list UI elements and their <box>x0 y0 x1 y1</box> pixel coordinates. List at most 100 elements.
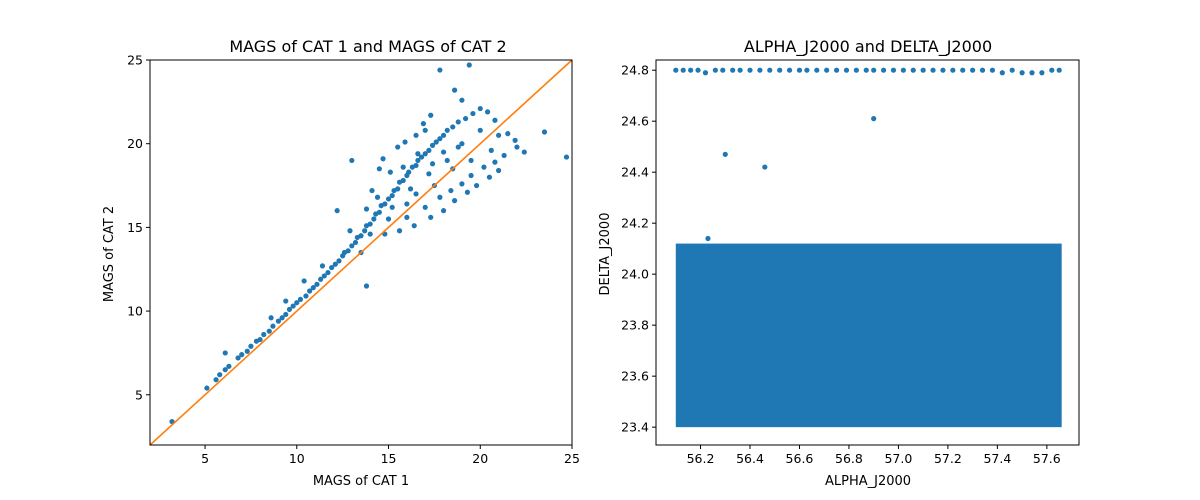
x-tick-label: 20 <box>472 451 488 466</box>
data-point <box>712 67 718 73</box>
data-point <box>345 248 351 254</box>
data-point <box>226 363 232 369</box>
dense-field-band <box>675 243 1062 428</box>
data-point <box>871 116 877 122</box>
chart-coordinates-x-label: ALPHA_J2000 <box>825 474 911 489</box>
y-tick-label: 24.0 <box>621 267 649 282</box>
chart-coordinates-y-ticks: 23.4 23.6 23.8 24.0 24.2 24.4 24.6 24.8 <box>621 63 656 435</box>
data-point <box>407 186 414 192</box>
data-point <box>1039 70 1045 76</box>
data-point <box>319 263 326 269</box>
data-point <box>488 147 494 153</box>
data-point <box>940 67 946 73</box>
data-point <box>400 177 406 184</box>
data-point <box>268 315 274 321</box>
data-point <box>468 157 474 164</box>
data-point <box>222 367 228 373</box>
y-tick-label: 24.2 <box>621 216 649 231</box>
data-point <box>217 372 223 378</box>
data-point <box>286 306 293 313</box>
data-point <box>466 62 472 68</box>
data-point <box>747 67 753 73</box>
data-point <box>204 385 210 391</box>
data-point <box>413 191 419 197</box>
data-point <box>367 231 373 237</box>
y-tick-label: 23.4 <box>621 420 649 435</box>
data-point <box>400 164 406 170</box>
x-tick-label: 57.4 <box>983 451 1011 466</box>
data-point <box>374 194 381 200</box>
data-point <box>470 110 476 117</box>
data-point <box>950 67 956 73</box>
data-point <box>468 172 474 179</box>
chart-coordinates-y-label: DELTA_J2000 <box>598 213 613 296</box>
y-tick-label: 23.8 <box>621 318 649 333</box>
data-point <box>332 261 338 267</box>
data-point <box>367 221 373 227</box>
data-point <box>363 283 370 289</box>
data-point <box>362 228 368 234</box>
data-point <box>440 208 447 214</box>
data-point <box>429 142 436 148</box>
data-point <box>363 206 370 212</box>
data-point <box>777 67 783 73</box>
data-point <box>521 149 527 155</box>
x-tick-label: 56.4 <box>736 451 764 466</box>
data-point <box>321 273 327 279</box>
chart-coordinates: ALPHA_J2000 and DELTA_J2000 56.2 56.4 56.6… <box>598 37 1080 489</box>
data-point <box>920 67 926 73</box>
data-point <box>334 208 340 214</box>
data-point <box>496 132 502 138</box>
data-point <box>244 348 250 354</box>
data-point <box>880 67 887 73</box>
data-point <box>910 67 916 73</box>
data-point <box>382 201 388 207</box>
chart-mags-y-ticks: 5 10 15 20 25 <box>127 53 150 402</box>
data-point <box>960 67 966 73</box>
chart-mags-title: MAGS of CAT 1 and MAGS of CAT 2 <box>229 37 506 56</box>
data-point <box>437 136 443 142</box>
data-point <box>514 144 520 150</box>
data-point <box>890 67 897 73</box>
chart-coordinates-axes-frame <box>655 59 1080 446</box>
data-point <box>422 151 428 157</box>
data-point <box>863 67 869 73</box>
data-point <box>900 67 906 73</box>
data-point <box>376 166 382 172</box>
data-point <box>303 293 309 299</box>
x-tick-label: 57.2 <box>934 451 962 466</box>
data-point <box>440 149 447 155</box>
data-point <box>336 258 342 264</box>
data-point <box>294 300 300 306</box>
data-point <box>235 355 241 361</box>
data-point <box>358 233 364 239</box>
data-point <box>248 343 254 349</box>
data-point <box>420 121 426 127</box>
data-point <box>1049 67 1055 73</box>
data-point <box>297 296 304 302</box>
y-tick-label: 10 <box>127 304 143 319</box>
data-point <box>492 117 498 123</box>
data-point <box>473 182 480 189</box>
chart-mags-y-label: MAGS of CAT 2 <box>102 206 117 302</box>
y-tick-label: 5 <box>135 387 143 402</box>
data-point <box>496 167 502 174</box>
chart-mags-reference-line <box>149 59 573 446</box>
data-point <box>459 181 465 187</box>
data-point <box>314 281 320 287</box>
data-point <box>455 119 461 125</box>
data-point <box>349 243 355 249</box>
data-point <box>266 328 272 334</box>
data-point <box>1009 67 1015 73</box>
data-point <box>213 377 219 383</box>
data-point <box>720 67 726 73</box>
data-point <box>444 127 450 133</box>
chart-coordinates-points <box>673 67 1062 242</box>
data-point <box>462 115 469 122</box>
x-tick-label: 5 <box>201 451 209 466</box>
chart-mags: MAGS of CAT 1 and MAGS of CAT 2 5 10 15 20 2… <box>102 37 580 489</box>
x-tick-label: 57.6 <box>1033 451 1061 466</box>
data-point <box>283 298 289 304</box>
data-point <box>426 147 432 153</box>
data-point <box>385 216 392 222</box>
